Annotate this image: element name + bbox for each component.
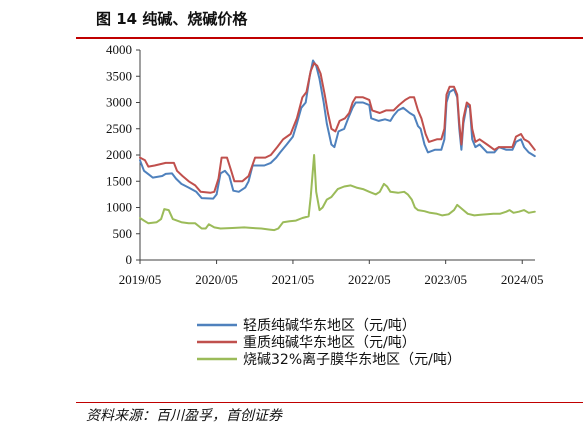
y-tick-label: 4000 bbox=[106, 42, 132, 57]
x-tick-label: 2021/05 bbox=[272, 272, 315, 287]
series-line-2 bbox=[139, 62, 536, 194]
tick-labels: 0 500 1000 1500 2000 2500 3000 3500 4000 2019/05 2… bbox=[106, 42, 544, 287]
x-tick-label: 2024/05 bbox=[501, 272, 544, 287]
legend-label-2: 重质纯碱华东地区（元/吨） bbox=[243, 335, 416, 351]
chart-title: 图 14 纯碱、烧碱价格 bbox=[96, 10, 248, 28]
series-lines bbox=[139, 59, 536, 232]
x-tick-label: 2023/05 bbox=[424, 272, 467, 287]
y-tick-label: 1000 bbox=[106, 200, 132, 215]
x-tick-label: 2020/05 bbox=[195, 272, 238, 287]
y-tick-label: 2500 bbox=[106, 121, 132, 136]
x-tick-label: 2022/05 bbox=[348, 272, 391, 287]
y-tick-label: 3000 bbox=[106, 95, 132, 110]
chart-axes bbox=[136, 49, 535, 264]
series-line-3 bbox=[139, 154, 536, 232]
y-tick-label: 500 bbox=[113, 226, 133, 241]
x-tick-label: 2019/05 bbox=[119, 272, 162, 287]
y-tick-label: 3500 bbox=[106, 68, 132, 83]
legend-label-1: 轻质纯碱华东地区（元/吨） bbox=[243, 318, 416, 334]
y-tick-label: 0 bbox=[126, 252, 133, 267]
y-tick-label: 2000 bbox=[106, 147, 132, 162]
source-note: 资料来源：百川盈孚，首创证券 bbox=[86, 408, 282, 424]
legend: 轻质纯碱华东地区（元/吨）重质纯碱华东地区（元/吨）烧碱32%离子膜华东地区（元… bbox=[197, 318, 461, 368]
series-line-1 bbox=[139, 59, 536, 200]
legend-label-3: 烧碱32%离子膜华东地区（元/吨） bbox=[243, 351, 461, 368]
bottom-rule bbox=[76, 402, 583, 403]
y-tick-label: 1500 bbox=[106, 173, 132, 188]
top-rule bbox=[76, 37, 583, 39]
